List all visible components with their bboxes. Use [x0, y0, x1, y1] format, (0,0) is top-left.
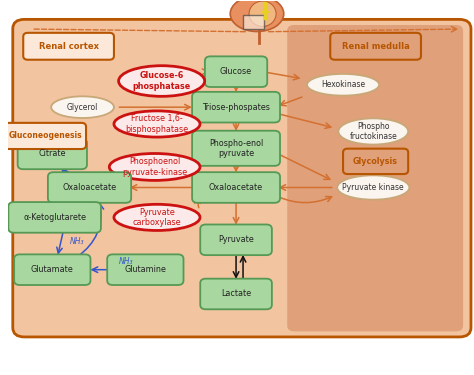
- Text: Glycerol: Glycerol: [67, 103, 98, 112]
- FancyBboxPatch shape: [330, 33, 421, 60]
- Text: Phosphoenol
pyruvate-kinase: Phosphoenol pyruvate-kinase: [122, 157, 187, 177]
- FancyBboxPatch shape: [9, 202, 101, 233]
- Text: NH₃: NH₃: [70, 237, 84, 246]
- FancyBboxPatch shape: [243, 15, 264, 29]
- Ellipse shape: [230, 0, 284, 32]
- FancyBboxPatch shape: [192, 131, 280, 166]
- Text: Phospho-enol
pyruvate: Phospho-enol pyruvate: [209, 139, 263, 158]
- FancyBboxPatch shape: [200, 225, 272, 255]
- Text: Renal cortex: Renal cortex: [38, 42, 99, 51]
- Ellipse shape: [307, 74, 379, 96]
- Ellipse shape: [338, 118, 408, 144]
- Text: Phospho
fructokinase: Phospho fructokinase: [349, 122, 397, 141]
- FancyBboxPatch shape: [5, 123, 86, 149]
- Text: Glutamine: Glutamine: [124, 265, 166, 274]
- Ellipse shape: [118, 66, 205, 96]
- Ellipse shape: [337, 176, 410, 200]
- Text: NH₃: NH₃: [118, 256, 133, 265]
- Text: Pyruvate: Pyruvate: [218, 235, 254, 244]
- Text: Renal medulla: Renal medulla: [342, 42, 410, 51]
- Text: Triose-phospates: Triose-phospates: [202, 103, 270, 112]
- Text: Gluconeogenesis: Gluconeogenesis: [9, 132, 82, 141]
- Text: Citrate: Citrate: [38, 149, 66, 158]
- FancyBboxPatch shape: [343, 148, 408, 174]
- Text: Glucose-6
phosphatase: Glucose-6 phosphatase: [133, 71, 191, 91]
- Ellipse shape: [51, 96, 114, 118]
- FancyBboxPatch shape: [23, 33, 114, 60]
- Text: α-Ketoglutarete: α-Ketoglutarete: [23, 213, 86, 222]
- Text: Oxaloacetate: Oxaloacetate: [63, 183, 117, 192]
- Text: Hexokinase: Hexokinase: [321, 80, 365, 89]
- FancyBboxPatch shape: [14, 254, 91, 285]
- Text: Glycolysis: Glycolysis: [353, 157, 398, 166]
- Text: Glutamate: Glutamate: [31, 265, 73, 274]
- FancyBboxPatch shape: [48, 172, 131, 203]
- FancyBboxPatch shape: [287, 25, 463, 332]
- Ellipse shape: [249, 1, 276, 27]
- FancyBboxPatch shape: [200, 279, 272, 309]
- Ellipse shape: [114, 204, 200, 231]
- Text: Fructose 1,6-
bisphosphatase: Fructose 1,6- bisphosphatase: [126, 114, 189, 134]
- Text: Oxaloacetate: Oxaloacetate: [209, 183, 263, 192]
- FancyBboxPatch shape: [107, 254, 183, 285]
- Ellipse shape: [109, 153, 200, 180]
- FancyBboxPatch shape: [192, 172, 280, 203]
- FancyBboxPatch shape: [205, 56, 267, 87]
- Text: Glucose: Glucose: [220, 67, 252, 76]
- Text: Pyruvate
carboxylase: Pyruvate carboxylase: [133, 208, 181, 227]
- Ellipse shape: [114, 111, 200, 137]
- Text: Lactate: Lactate: [221, 290, 251, 298]
- FancyBboxPatch shape: [192, 92, 280, 123]
- FancyBboxPatch shape: [13, 20, 471, 337]
- FancyBboxPatch shape: [18, 138, 87, 169]
- Text: Pyruvate kinase: Pyruvate kinase: [343, 183, 404, 192]
